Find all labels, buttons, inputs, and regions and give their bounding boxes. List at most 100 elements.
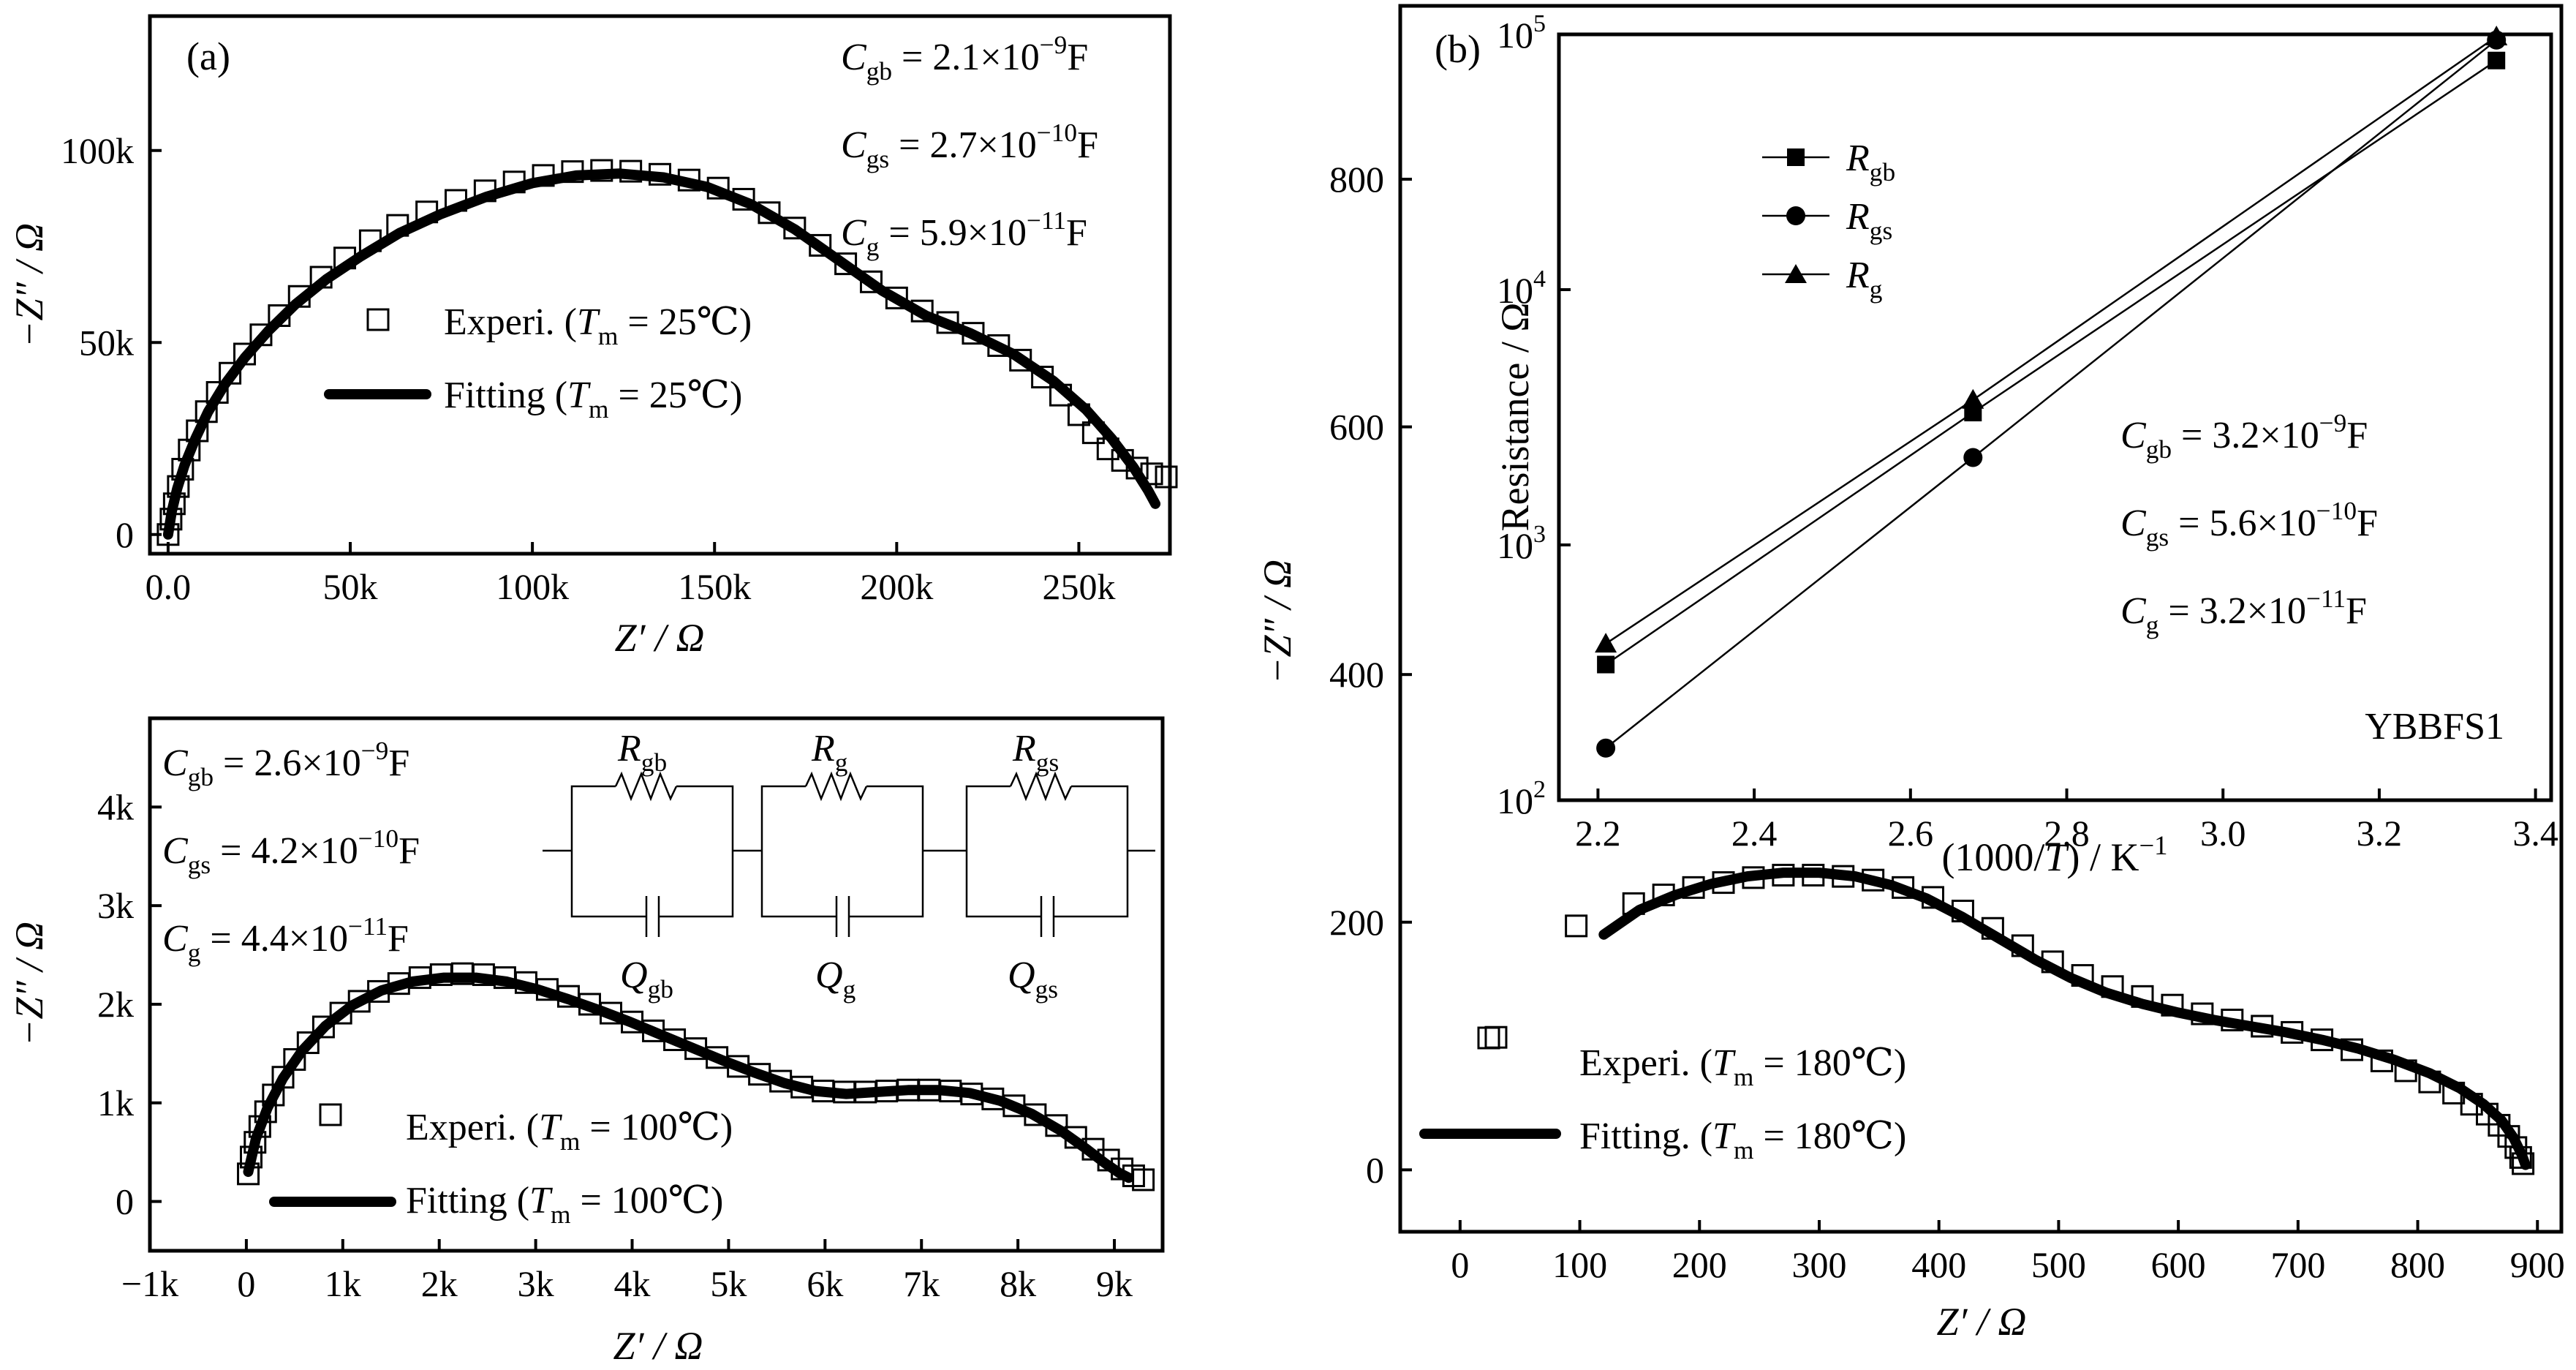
chart-a-annotation-cgb: Cgb = 2.1×10−9F — [841, 30, 1088, 86]
x-tick-label: 3.0 — [2200, 813, 2246, 854]
x-tick-label: 3k — [518, 1263, 554, 1304]
x-tick-label: 5k — [710, 1263, 747, 1304]
x-tick-label: 2k — [421, 1263, 458, 1304]
x-tick-label: 3.4 — [2512, 813, 2558, 854]
inset-yticks: 102 103 104 105 — [1497, 10, 1571, 821]
x-tick-label: 50k — [323, 566, 378, 607]
x-tick-label: 250k — [1042, 566, 1115, 607]
x-tick-label: 2.4 — [1731, 813, 1778, 854]
chart-b-xlabel: Z′ / Ω — [1937, 1300, 2027, 1344]
inset-legend-rgb: Rgb​ — [1846, 138, 1895, 187]
svg-text:Cgb = 2.1×10−9F: Cgb = 2.1×10−9F — [841, 30, 1088, 86]
inset-annotation-cgs: Cgs = 5.6×10−10F — [2120, 496, 2378, 552]
chart-b-panel-label: (b) — [1435, 27, 1481, 71]
circuit-label-rgb: Rgb​ — [617, 728, 667, 777]
experimental-point — [329, 1001, 352, 1025]
inset-point-rgb — [2488, 51, 2506, 69]
chart-b: (b) 0 100 200 300 400 500 600 700 800 900 0 200 400… — [1255, 4, 2565, 1344]
chart-a2-fit-line — [243, 972, 1134, 1183]
y-tick-label: 104 — [1497, 266, 1546, 311]
circuit-block-gs — [965, 771, 1129, 937]
inset-legend-square — [1787, 148, 1805, 166]
y-tick-label: 0 — [116, 1181, 134, 1222]
chart-a2-annotation-cgb: Cgb = 2.6×10−9F — [162, 736, 409, 791]
x-tick-label: 400 — [1911, 1244, 1966, 1285]
experimental-point — [1565, 914, 1588, 938]
inset-tag: YBBFS1 — [2365, 706, 2504, 748]
circuit-label-qgs: Qgs​ — [1008, 955, 1058, 1004]
circuit-block-g — [760, 771, 924, 937]
circuit-label-rg: Rg​ — [811, 728, 847, 777]
y-tick-label: 102 — [1497, 776, 1546, 821]
y-tick-label: 100k — [61, 130, 134, 171]
x-tick-label: 150k — [678, 566, 751, 607]
x-tick-label: 300 — [1791, 1244, 1846, 1285]
chart-a-frame — [148, 14, 1172, 556]
chart-a-legend-fit: Fitting (Tm = 25℃) — [444, 375, 742, 424]
x-tick-label: 200 — [1672, 1244, 1727, 1285]
chart-b-legend-square — [1477, 1026, 1500, 1050]
chart-a2-legend-exp: Experi. (Tm = 100℃) — [406, 1107, 733, 1156]
chart-a2-xticks: −1k 0 1k 2k 3k 4k 5k 6k 7k 8k 9k — [121, 1239, 1133, 1304]
inset-ylabel: Resistance / Ω — [1493, 302, 1537, 531]
chart-b-frame — [1398, 4, 2564, 1234]
circuit-label-qgb: Qgb​ — [620, 955, 673, 1004]
chart-a-panel-label: (a) — [186, 34, 230, 78]
y-tick-label: 400 — [1329, 654, 1384, 695]
y-tick-label: 600 — [1329, 407, 1384, 448]
chart-b-ylabel: −Z″ / Ω — [1255, 560, 1299, 684]
y-tick-label: 0 — [116, 514, 134, 555]
chart-a-annotation-cg: Cg = 5.9×10−11F — [841, 206, 1087, 261]
y-tick-label: 2k — [97, 984, 134, 1025]
x-tick-label: 700 — [2270, 1244, 2325, 1285]
chart-a2-xlabel: Z′ / Ω — [613, 1324, 703, 1368]
inset-legend-rgs: Rgs​ — [1846, 196, 1892, 245]
x-tick-label: 6k — [807, 1263, 843, 1304]
inset-xlabel: (1000/T) / K−1​ — [1941, 830, 2167, 879]
x-tick-label: 8k — [1000, 1263, 1036, 1304]
chart-a-legend-square — [366, 308, 390, 331]
chart-a-xticks: 0.0 50k 100k 150k 200k 250k — [146, 542, 1115, 607]
inset-point-rgb — [1597, 655, 1615, 674]
inset-point-rg — [1595, 633, 1617, 653]
y-tick-label: 1k — [97, 1083, 134, 1124]
chart-b-xticks: 0 100 200 300 400 500 600 700 800 900 — [1451, 1220, 2565, 1285]
inset-legend: Rgb​ Rgs​ Rg​ — [1762, 138, 1895, 304]
experimental-point — [296, 1031, 320, 1055]
chart-a2-legend-square — [319, 1103, 342, 1126]
chart-a-xlabel: Z′ / Ω — [615, 616, 705, 660]
x-tick-label: 1k — [325, 1263, 361, 1304]
chart-b-yticks: 0 200 400 600 800 — [1329, 159, 1412, 1190]
x-tick-label: 0 — [237, 1263, 255, 1304]
chart-a-fit-line — [162, 168, 1161, 540]
x-tick-label: 200k — [860, 566, 933, 607]
inset-xticks: 2.2 2.4 2.6 2.8 3.0 3.2 3.4 — [1575, 788, 2558, 854]
x-tick-label: 100k — [496, 566, 569, 607]
x-tick-label: 7k — [903, 1263, 940, 1304]
inset-point-rg — [2485, 26, 2508, 46]
x-tick-label: 2.6 — [1888, 813, 1934, 854]
y-tick-label: 200 — [1329, 902, 1384, 943]
svg-text:Cgs = 2.7×10−10F: Cgs = 2.7×10−10F — [841, 118, 1098, 173]
inset-series — [1595, 26, 2508, 758]
x-tick-label: 9k — [1096, 1263, 1133, 1304]
y-tick-label: 800 — [1329, 159, 1384, 200]
x-tick-label: 3.2 — [2357, 813, 2403, 854]
chart-a-legend-exp: Experi. (Tm = 25℃) — [444, 301, 752, 350]
chart-a-ylabel: −Z″ / Ω — [7, 223, 51, 347]
experimental-point — [1484, 1025, 1508, 1049]
inset-annotation-cgb: Cgb = 3.2×10−9F — [2120, 408, 2368, 464]
y-tick-label: 3k — [97, 885, 134, 926]
circuit-block-gb — [570, 771, 734, 937]
inset-legend-circle — [1786, 206, 1805, 225]
inset-point-rg — [1962, 388, 1984, 409]
inset-legend-rg: Rg​ — [1846, 255, 1882, 304]
chart-a2-yticks: 0 1k 2k 3k 4k — [97, 786, 162, 1222]
y-tick-label: 103 — [1497, 521, 1546, 566]
x-tick-label: −1k — [121, 1263, 178, 1304]
inset-legend-triangle — [1785, 264, 1807, 283]
circuit-label-rgs: Rgs​ — [1012, 728, 1059, 777]
chart-a2-ylabel: −Z″ / Ω — [7, 922, 51, 1046]
x-tick-label: 900 — [2510, 1244, 2565, 1285]
